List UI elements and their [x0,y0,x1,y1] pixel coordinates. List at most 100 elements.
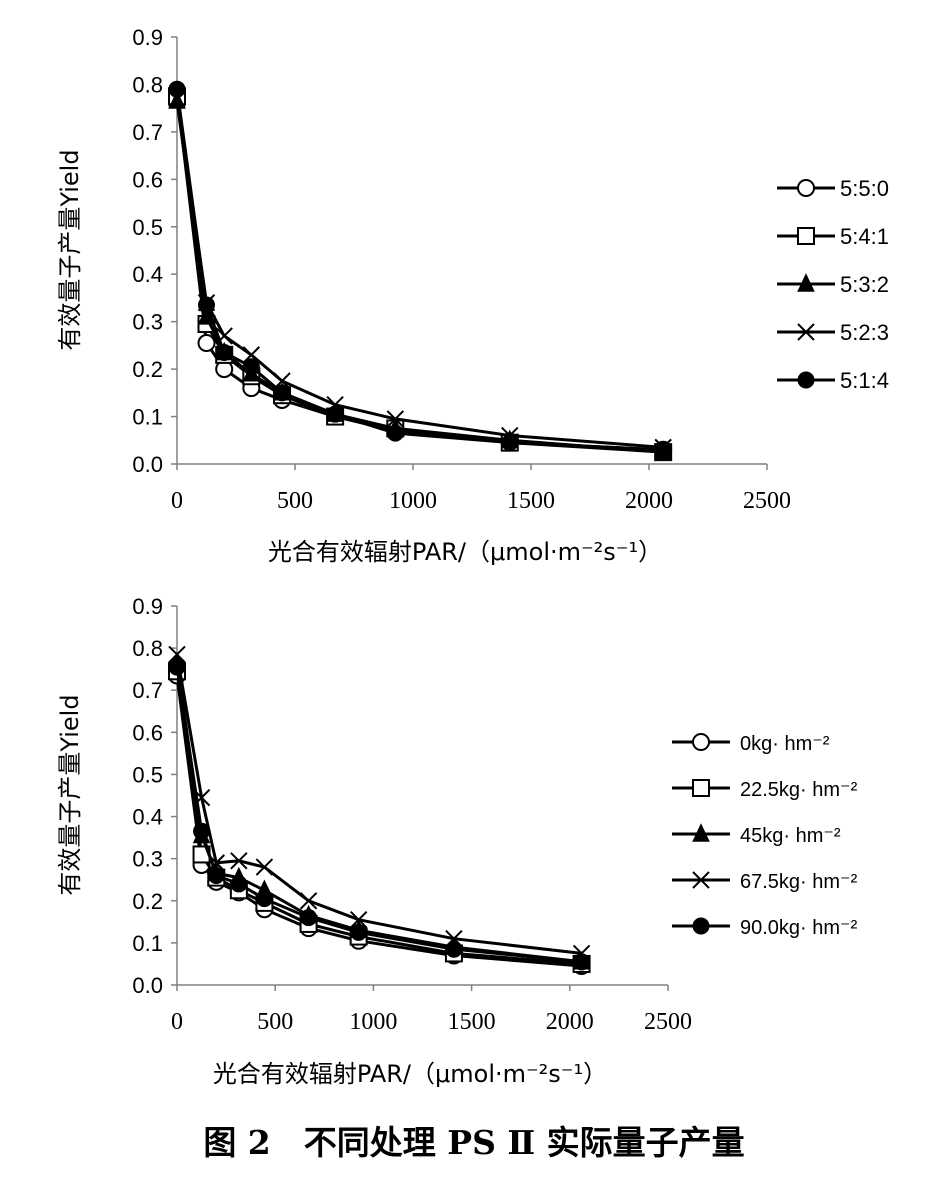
series-1 [168,666,591,976]
y-axis-label: 有效量子产量Yield [56,149,84,350]
data-point [573,953,591,971]
chart-panel-1: 0.0 0.1 0.2 0.3 0.4 0.5 0.6 0.7 0.8 0.9 0 500 1000 15… [56,25,889,566]
y-tick-label: 0.3 [132,310,163,335]
x-tick-label: 500 [277,488,313,514]
legend-item: 45kg· hm⁻² [672,823,841,847]
y-tick-label: 0.9 [132,594,163,619]
legend-item: 67.5kg· hm⁻² [672,871,858,893]
y-tick-label: 0.5 [132,215,163,240]
data-point [198,296,215,314]
series-3 [168,90,672,460]
legend-label: 5:1:4 [840,368,889,393]
legend-marker [692,871,710,889]
y-tick-label: 0.2 [132,357,163,382]
x-tick-label: 0 [171,488,183,514]
x-tick-label: 1500 [448,1009,496,1035]
legend-label: 5:4:1 [840,224,889,249]
legend-label: 90.0kg· hm⁻² [740,917,858,939]
legend-marker [692,917,710,935]
x-axis-label: 光合有效辐射PAR/（μmol·m⁻²s⁻¹） [213,1060,607,1088]
y-tick-label: 0.6 [132,167,163,192]
legend-marker [797,323,815,341]
data-point [215,344,233,362]
data-point [501,434,519,452]
y-tick-label: 0.5 [132,762,163,787]
legend-marker [692,823,710,842]
series-2 [168,662,591,973]
series-line [175,100,664,454]
y-tick-label: 0.9 [132,25,163,50]
series-line [175,666,582,964]
legend-item: 5:5:0 [777,176,889,201]
chart-panel-2: 0.0 0.1 0.2 0.3 0.4 0.5 0.6 0.7 0.8 0.9 0 500 1000 15… [56,594,858,1088]
x-tick-label: 1500 [507,488,555,514]
series-4 [168,645,591,963]
x-tick-label: 2000 [625,488,673,514]
legend-marker [797,227,815,245]
data-point [193,822,211,840]
data-point [386,410,405,428]
data-point [350,923,368,941]
y-tick-label: 0.3 [132,847,163,872]
data-point [654,441,672,459]
data-point [242,358,260,376]
data-point [168,645,186,664]
x-tick-label: 2500 [743,488,791,514]
series-line [175,671,582,966]
x-tick-label: 2000 [546,1009,594,1035]
x-tick-label: 1000 [389,488,437,514]
data-point [299,892,318,910]
x-tick-label: 0 [171,1009,183,1035]
y-tick-label: 0.2 [132,889,163,914]
y-tick-label: 0.6 [132,720,163,745]
legend-label: 5:3:2 [840,272,889,297]
y-tick-label: 0.7 [132,678,163,703]
legend-item: 5:2:3 [777,320,889,345]
data-point [349,911,368,929]
legend-marker [797,179,815,197]
legend-label: 67.5kg· hm⁻² [740,871,858,893]
data-point [386,424,404,442]
legend-item: 5:4:1 [777,224,889,249]
legend-marker [797,273,815,292]
series-line [175,662,582,964]
y-tick-label: 0.8 [132,636,163,661]
y-axis-label: 有效量子产量Yield [56,694,84,895]
series-line [175,654,582,955]
legend-marker [692,733,710,751]
series-3 [168,652,591,970]
x-axis-label: 光合有效辐射PAR/（μmol·m⁻²s⁻¹） [268,538,662,566]
legend-marker [797,371,815,389]
series-4 [168,89,672,457]
data-point [168,658,186,676]
legend-label: 0kg· hm⁻² [740,733,830,755]
y-tick-label: 0.7 [132,120,163,145]
series-1 [168,84,673,459]
legend-item: 0kg· hm⁻² [672,733,830,755]
legend-item: 5:1:4 [777,368,889,393]
x-tick-label: 500 [257,1009,293,1035]
y-tick-label: 0.4 [132,262,163,287]
legend-label: 5:5:0 [840,176,889,201]
data-point [273,384,291,402]
data-point [197,334,216,353]
y-tick-label: 0.1 [132,405,163,430]
y-tick-label: 0.4 [132,805,163,830]
data-point [168,80,186,98]
data-point [255,858,274,876]
y-tick-label: 0.8 [132,72,163,97]
legend-item: 22.5kg· hm⁻² [672,779,858,801]
data-point [326,405,344,423]
legend-marker [692,779,710,797]
series-2 [168,87,673,462]
data-point [300,909,318,927]
series-5 [168,658,591,971]
legend-label: 45kg· hm⁻² [740,825,841,847]
data-point [255,890,273,908]
x-tick-label: 2500 [644,1009,692,1035]
legend-label: 5:2:3 [840,320,889,345]
y-tick-label: 0.0 [132,973,163,998]
data-point [445,940,463,958]
y-tick-label: 0.0 [132,452,163,477]
